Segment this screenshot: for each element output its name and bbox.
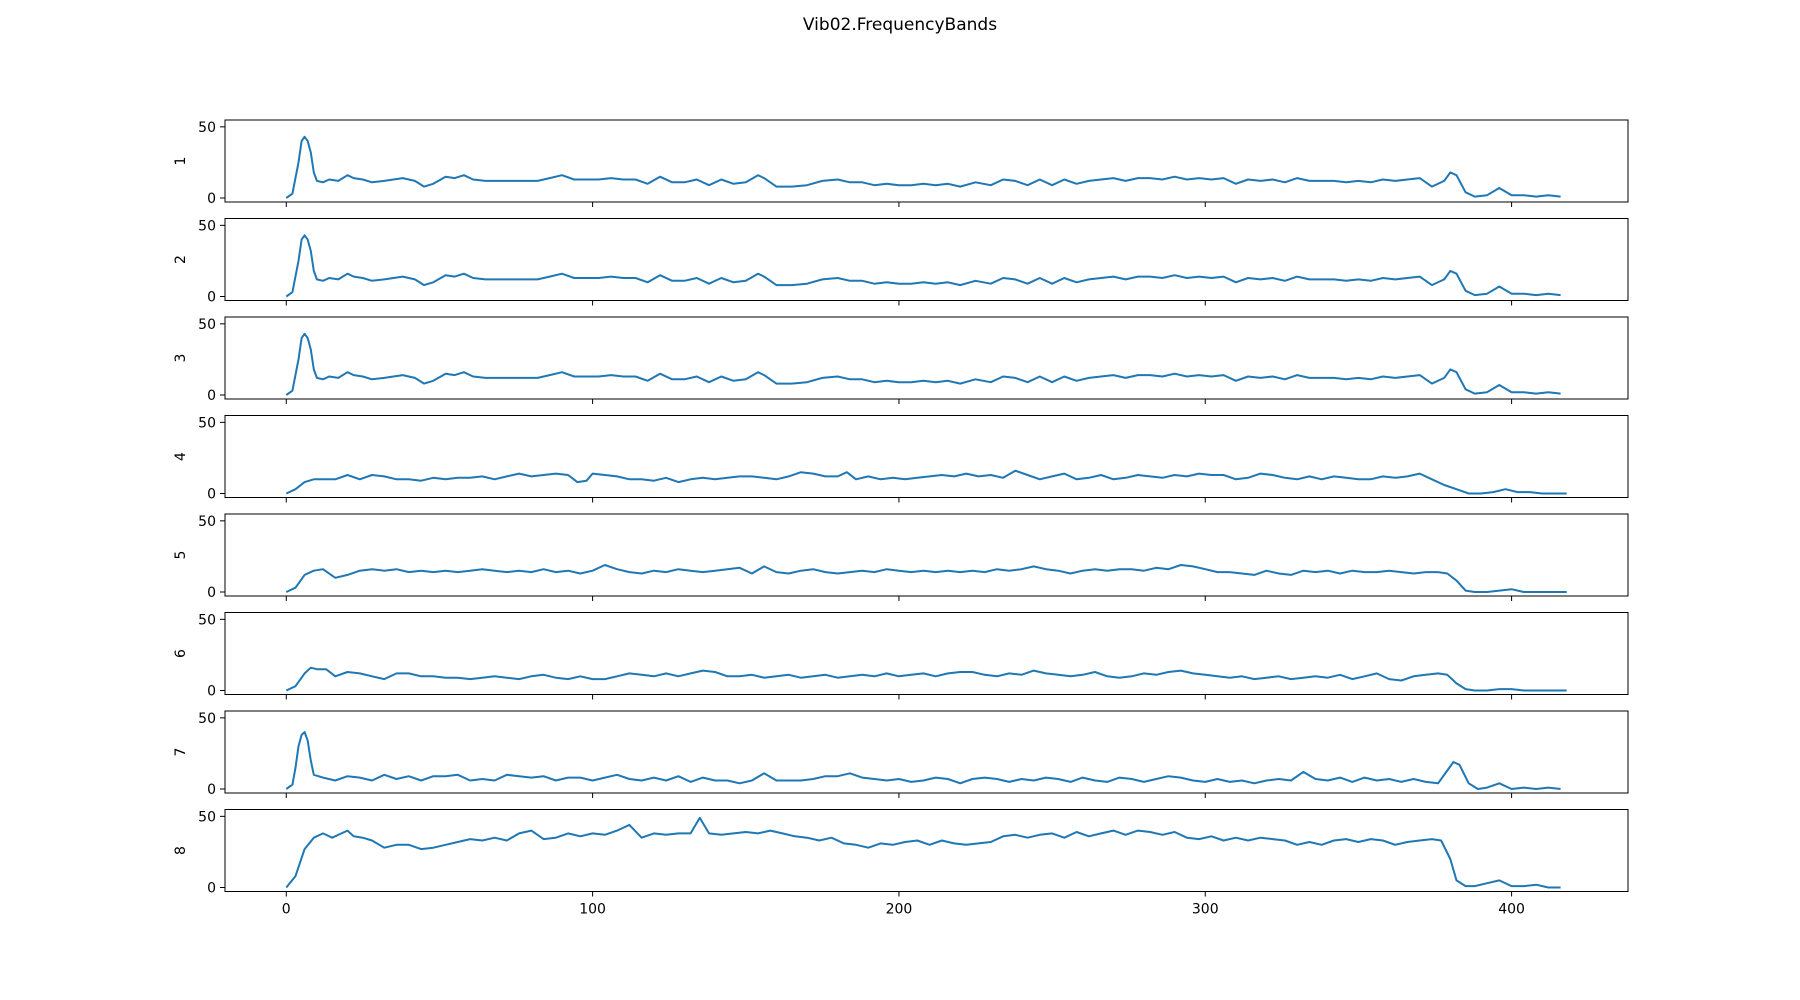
series-line-3 <box>285 332 1561 396</box>
panel-ylabel-4: 4 <box>173 452 189 461</box>
series-line-8 <box>285 816 1561 889</box>
y-tick-label: 0 <box>207 191 216 207</box>
y-tick-label: 0 <box>207 684 216 700</box>
panel-frame-5 <box>224 513 1629 597</box>
y-tick-label: 50 <box>198 514 216 530</box>
panel-ylabel-1: 1 <box>173 157 189 166</box>
y-tick-label: 50 <box>198 218 216 234</box>
y-tick-label: 50 <box>198 809 216 825</box>
panel-frame-7 <box>224 710 1629 794</box>
series-line-6 <box>285 666 1567 692</box>
y-tick-label: 50 <box>198 612 216 628</box>
y-tick-label: 0 <box>207 782 216 798</box>
series-line-4 <box>285 469 1567 495</box>
series-line-5 <box>285 564 1567 593</box>
panel-ylabel-7: 7 <box>173 748 189 757</box>
series-line-1 <box>285 135 1561 199</box>
panel-ylabel-8: 8 <box>173 846 189 855</box>
series-line-7 <box>285 731 1561 790</box>
panel-ylabel-6: 6 <box>173 649 189 658</box>
panel-frame-1 <box>224 119 1629 203</box>
x-tick-label: 100 <box>579 902 606 918</box>
panel-frame-3 <box>224 316 1629 400</box>
y-tick-label: 0 <box>207 881 216 897</box>
x-tick-label: 400 <box>1498 902 1525 918</box>
y-tick-label: 50 <box>198 120 216 136</box>
series-line-2 <box>285 234 1561 298</box>
y-tick-label: 50 <box>198 415 216 431</box>
x-tick-label: 0 <box>282 902 291 918</box>
panel-frame-8 <box>224 809 1629 892</box>
panel-ylabel-5: 5 <box>173 551 189 560</box>
panel-ylabel-3: 3 <box>173 354 189 363</box>
panel-frame-4 <box>224 415 1629 498</box>
panel-ylabel-2: 2 <box>173 255 189 264</box>
x-tick-label: 300 <box>1192 902 1219 918</box>
y-tick-label: 50 <box>198 317 216 333</box>
y-tick-label: 0 <box>207 388 216 404</box>
y-tick-label: 0 <box>207 585 216 601</box>
y-tick-label: 0 <box>207 487 216 503</box>
y-tick-label: 50 <box>198 711 216 727</box>
y-tick-label: 0 <box>207 290 216 306</box>
panel-frame-2 <box>224 218 1629 301</box>
x-tick-label: 200 <box>886 902 913 918</box>
chart-title: Vib02.FrequencyBands <box>802 15 998 35</box>
panel-frame-6 <box>224 612 1629 695</box>
